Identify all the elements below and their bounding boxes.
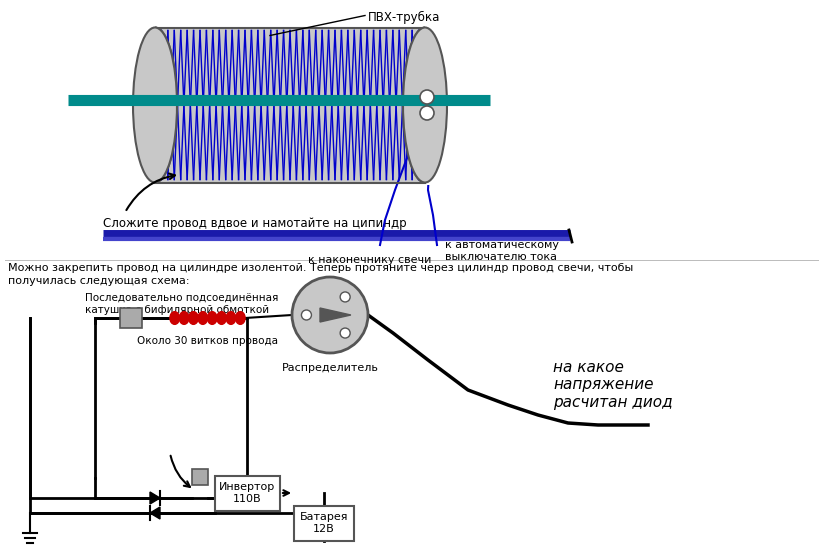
Polygon shape bbox=[150, 492, 160, 504]
Text: Инвертор
110В: Инвертор 110В bbox=[220, 482, 276, 504]
Ellipse shape bbox=[198, 312, 207, 324]
Ellipse shape bbox=[236, 312, 244, 324]
Text: получилась следующая схема:: получилась следующая схема: bbox=[8, 276, 189, 286]
Text: Батарея
12В: Батарея 12В bbox=[300, 512, 348, 534]
Circle shape bbox=[301, 310, 311, 320]
Text: на какое
напряжение
расчитан диод: на какое напряжение расчитан диод bbox=[553, 360, 672, 410]
Bar bbox=[120, 308, 142, 328]
Text: Последовательно подсоединённая
катушка с бифилярной обмоткой: Последовательно подсоединённая катушка с… bbox=[85, 293, 278, 315]
Ellipse shape bbox=[403, 28, 447, 182]
Circle shape bbox=[420, 106, 434, 120]
Circle shape bbox=[340, 328, 350, 338]
Text: к распределителю: к распределителю bbox=[494, 94, 604, 104]
Text: Распределитель: Распределитель bbox=[281, 363, 379, 373]
Bar bbox=[294, 505, 354, 541]
Text: к автоматическому
выключателю тока: к автоматическому выключателю тока bbox=[445, 240, 559, 262]
Text: Около 30 витков провода: Около 30 витков провода bbox=[137, 336, 278, 346]
Bar bbox=[425, 25, 625, 185]
Ellipse shape bbox=[207, 312, 216, 324]
Text: к наконечнику свечи: к наконечнику свечи bbox=[309, 255, 432, 265]
Bar bbox=[0, 25, 155, 185]
Circle shape bbox=[340, 292, 350, 302]
Text: Можно закрепить провод на цилиндре изолентой. Теперь протяните через цилиндр про: Можно закрепить провод на цилиндре изоле… bbox=[8, 263, 633, 273]
Ellipse shape bbox=[226, 312, 235, 324]
Ellipse shape bbox=[403, 28, 447, 182]
Ellipse shape bbox=[170, 312, 179, 324]
Ellipse shape bbox=[133, 28, 177, 182]
Polygon shape bbox=[150, 507, 160, 519]
Bar bbox=[215, 476, 280, 510]
Ellipse shape bbox=[133, 28, 177, 182]
Bar bbox=[155, 28, 425, 182]
Text: к свече: к свече bbox=[21, 94, 64, 104]
Ellipse shape bbox=[179, 312, 188, 324]
Text: Сложите провод вдвое и намотайте на ципиндр: Сложите провод вдвое и намотайте на ципи… bbox=[103, 217, 407, 230]
Ellipse shape bbox=[189, 312, 198, 324]
Circle shape bbox=[420, 90, 434, 104]
Ellipse shape bbox=[217, 312, 226, 324]
Polygon shape bbox=[320, 308, 351, 322]
Circle shape bbox=[292, 277, 368, 353]
Bar bbox=[192, 469, 208, 485]
Text: ПВХ-трубка: ПВХ-трубка bbox=[368, 11, 440, 24]
